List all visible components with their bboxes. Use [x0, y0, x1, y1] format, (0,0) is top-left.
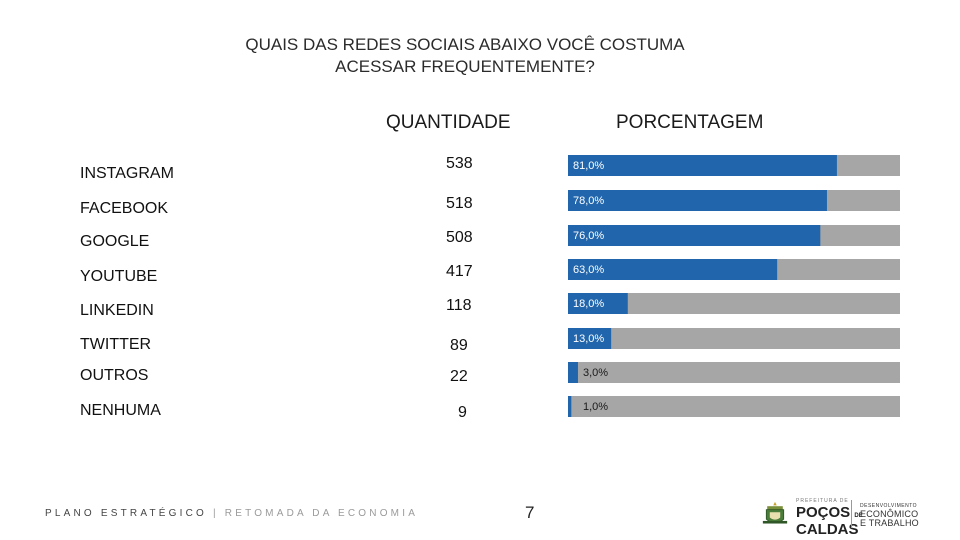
value-label-nenhuma: 1,0%: [583, 401, 608, 413]
logo-department: DESENVOLVIMENTO ECONÔMICO E TRABALHO: [860, 503, 919, 528]
percent-column-header: PORCENTAGEM: [616, 112, 764, 133]
category-label-twitter: TWITTER: [80, 336, 151, 353]
quantity-label-nenhuma: 9: [458, 404, 467, 421]
logo-dept-line2: ECONÔMICO: [860, 509, 919, 519]
quantity-label-linkedin: 118: [446, 297, 472, 314]
quantity-label-outros: 22: [450, 368, 468, 385]
footer-divider: |: [207, 508, 225, 519]
logo-prefix: PREFEITURA DE: [796, 498, 849, 504]
bar-track-twitter: [568, 328, 900, 349]
category-label-youtube: YOUTUBE: [80, 268, 157, 285]
logo-dept-line3: E TRABALHO: [860, 518, 919, 528]
bar-track-linkedin: [568, 293, 900, 314]
category-label-instagram: INSTAGRAM: [80, 165, 174, 182]
bar-twitter: [568, 328, 612, 349]
value-label-outros: 3,0%: [583, 367, 608, 379]
value-label-twitter: 13,0%: [573, 333, 604, 345]
quantity-column-header: QUANTIDADE: [386, 112, 511, 133]
category-label-google: GOOGLE: [80, 233, 149, 250]
bar-linkedin: [568, 293, 628, 314]
logo-city: POÇOS DE CALDAS: [796, 504, 863, 538]
bar-facebook: [568, 190, 827, 211]
category-label-linkedin: LINKEDIN: [80, 302, 154, 319]
logo-city-line2: CALDAS: [796, 521, 859, 538]
bar-track-nenhuma: [568, 396, 900, 417]
logo-city-line1: POÇOS: [796, 504, 851, 521]
chart-title: QUAIS DAS REDES SOCIAIS ABAIXO VOCÊ COST…: [190, 34, 740, 78]
quantity-label-google: 508: [446, 229, 473, 246]
value-label-linkedin: 18,0%: [573, 298, 604, 310]
logo-separator: [851, 500, 852, 528]
value-label-youtube: 63,0%: [573, 264, 604, 276]
bar-nenhuma: [568, 396, 572, 417]
value-label-instagram: 81,0%: [573, 160, 604, 172]
bar-google: [568, 225, 821, 246]
quantity-label-facebook: 518: [446, 195, 473, 212]
category-label-nenhuma: NENHUMA: [80, 402, 161, 419]
quantity-label-twitter: 89: [450, 337, 468, 354]
category-label-facebook: FACEBOOK: [80, 200, 168, 217]
value-label-google: 76,0%: [573, 230, 604, 242]
footer-sub: RETOMADA DA ECONOMIA: [224, 508, 419, 519]
bar-youtube: [568, 259, 778, 280]
title-line-2: ACESSAR FREQUENTEMENTE?: [335, 57, 595, 76]
logo-city-de: DE: [854, 513, 863, 519]
value-label-facebook: 78,0%: [573, 195, 604, 207]
category-label-outros: OUTROS: [80, 367, 148, 384]
bar-outros: [568, 362, 578, 383]
bar-track-outros: [568, 362, 900, 383]
coat-of-arms-icon: [762, 501, 788, 524]
footer-main: PLANO ESTRATÉGICO: [45, 508, 208, 519]
quantity-label-youtube: 417: [446, 263, 473, 280]
bar-instagram: [568, 155, 837, 176]
page-number: 7: [525, 503, 535, 522]
quantity-label-instagram: 538: [446, 155, 473, 172]
title-line-1: QUAIS DAS REDES SOCIAIS ABAIXO VOCÊ COST…: [245, 35, 685, 54]
footer-text: PLANO ESTRATÉGICO | RETOMADA DA ECONOMIA: [45, 508, 418, 519]
logo-dept-line1: DESENVOLVIMENTO: [860, 503, 918, 509]
